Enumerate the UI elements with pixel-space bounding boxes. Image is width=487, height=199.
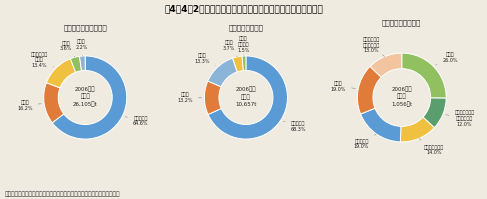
Wedge shape bbox=[208, 58, 237, 87]
Wedge shape bbox=[71, 56, 81, 72]
Text: 土木用
3.6%: 土木用 3.6% bbox=[59, 41, 75, 57]
Text: 2006年度
利用量
10,657t: 2006年度 利用量 10,657t bbox=[235, 87, 257, 106]
Text: 再生タイヤ・
再生ゴム用等
13.0%: 再生タイヤ・ 再生ゴム用等 13.0% bbox=[363, 37, 385, 57]
Wedge shape bbox=[46, 59, 75, 88]
Text: セメント用
68.3%: セメント用 68.3% bbox=[283, 121, 306, 132]
Title: 高炉スラグの利用状況: 高炉スラグの利用状況 bbox=[63, 24, 107, 31]
Text: 2006年度
利用量
26,105千t: 2006年度 利用量 26,105千t bbox=[73, 86, 97, 107]
Text: その他未利用分
14.0%: その他未利用分 14.0% bbox=[419, 139, 444, 155]
Title: 石炭灰の利用状況: 石炭灰の利用状況 bbox=[228, 24, 263, 31]
Title: 廃タイヤの利用状況: 廃タイヤの利用状況 bbox=[382, 19, 421, 26]
Text: 建築用
3.7%: 建築用 3.7% bbox=[223, 40, 237, 57]
Wedge shape bbox=[52, 56, 127, 139]
Wedge shape bbox=[233, 56, 244, 72]
Wedge shape bbox=[208, 56, 287, 139]
Text: 図4－4－2　セメント産業での産業廃棄物・副産物の活用状況: 図4－4－2 セメント産業での産業廃棄物・副産物の活用状況 bbox=[164, 4, 323, 13]
Text: 農林・
水産分野
1.5%: 農林・ 水産分野 1.5% bbox=[237, 36, 250, 56]
Text: 資料：鉄鋼スラグ協会、石炭エネルギーセンター、日本自動車タイヤ協会: 資料：鉄鋼スラグ協会、石炭エネルギーセンター、日本自動車タイヤ協会 bbox=[5, 191, 120, 197]
Text: セメント用
19.0%: セメント用 19.0% bbox=[354, 134, 376, 149]
Wedge shape bbox=[360, 108, 401, 142]
Text: 道路用
16.2%: 道路用 16.2% bbox=[17, 100, 41, 111]
Text: コンクリート
骨材用
13.4%: コンクリート 骨材用 13.4% bbox=[30, 52, 54, 68]
Wedge shape bbox=[423, 98, 446, 128]
Wedge shape bbox=[370, 53, 402, 77]
Wedge shape bbox=[205, 81, 221, 114]
Wedge shape bbox=[44, 83, 64, 123]
Text: セメント・製紙
以外の熱利用
12.0%: セメント・製紙 以外の熱利用 12.0% bbox=[446, 110, 475, 127]
Wedge shape bbox=[242, 56, 246, 71]
Text: セメント用
64.6%: セメント用 64.6% bbox=[125, 116, 149, 126]
Text: その他
2.2%: その他 2.2% bbox=[75, 39, 88, 56]
Wedge shape bbox=[400, 117, 434, 142]
Text: 製紙用
26.0%: 製紙用 26.0% bbox=[436, 52, 458, 65]
Wedge shape bbox=[402, 53, 446, 98]
Text: 2006年度
利用量
1,056千t: 2006年度 利用量 1,056千t bbox=[391, 86, 412, 107]
Text: その他
13.3%: その他 13.3% bbox=[194, 53, 215, 66]
Wedge shape bbox=[357, 66, 381, 114]
Wedge shape bbox=[79, 56, 85, 71]
Text: 輸出用
19.0%: 輸出用 19.0% bbox=[331, 81, 356, 92]
Text: 土木用
13.2%: 土木用 13.2% bbox=[177, 93, 202, 103]
